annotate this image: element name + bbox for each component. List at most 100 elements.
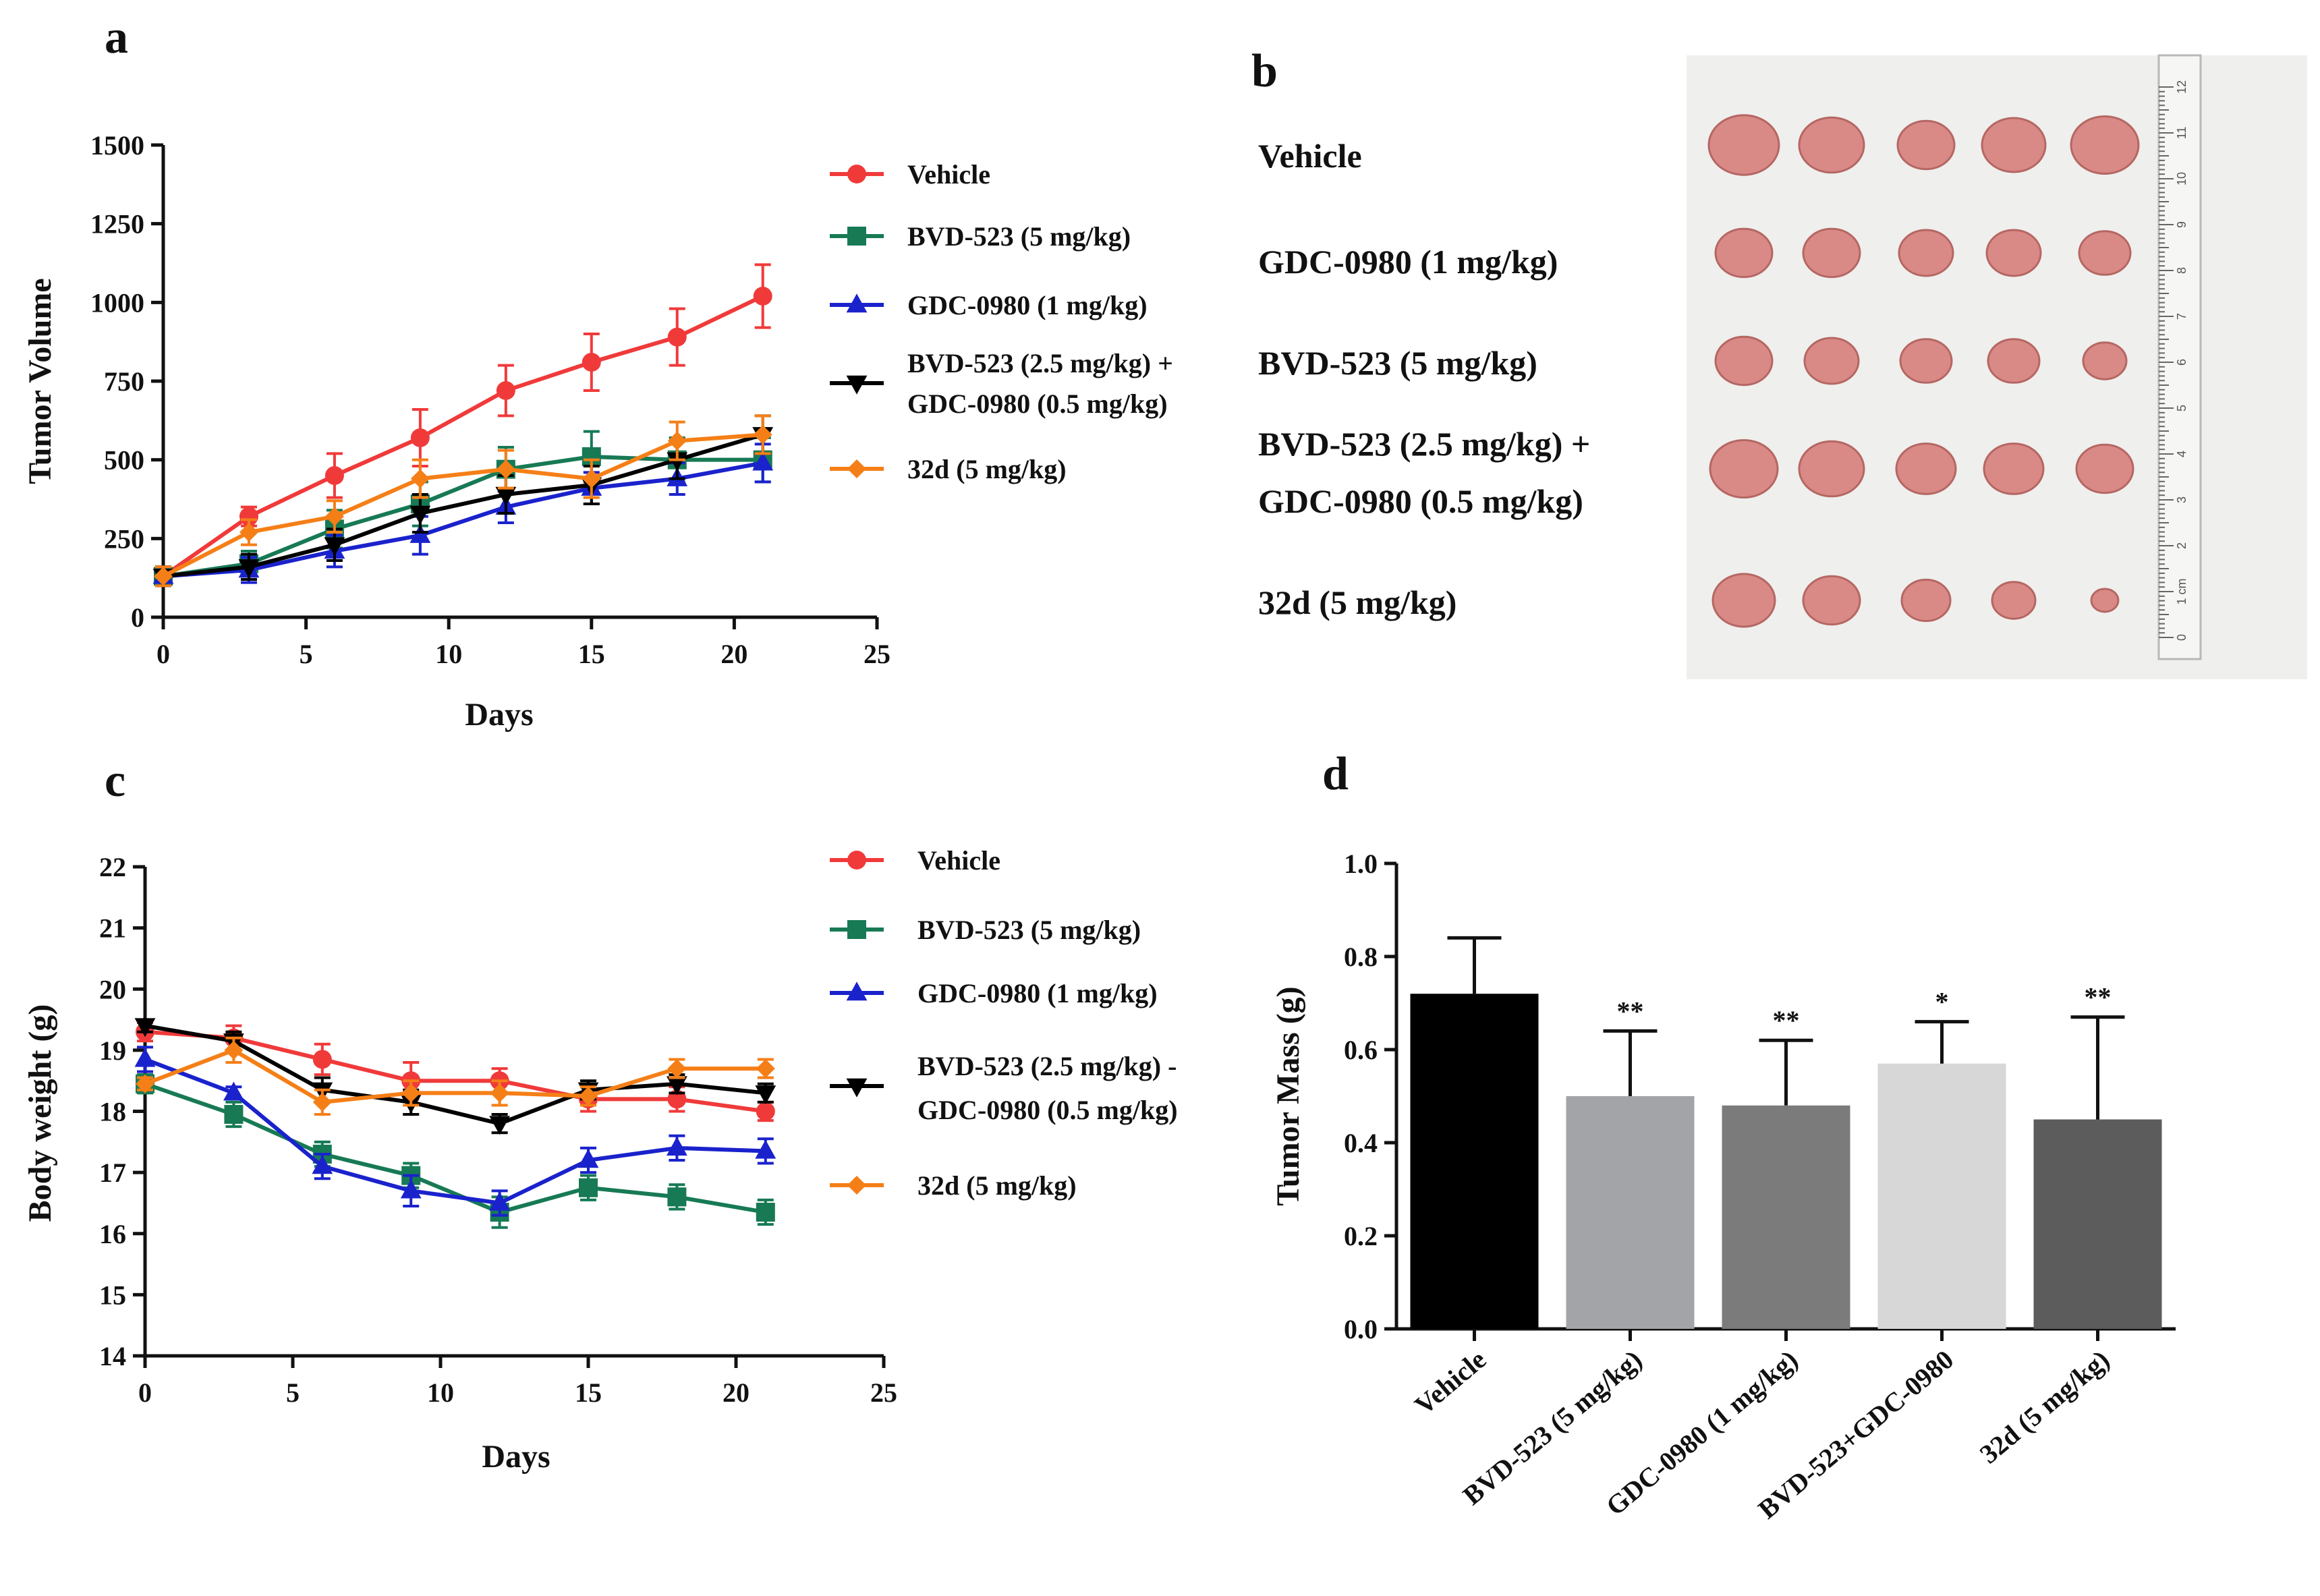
y-tick-label: 1500 <box>90 130 144 161</box>
ruler-label: 11 <box>2175 127 2188 140</box>
data-point-vehicle <box>756 1102 775 1121</box>
bar <box>1566 1096 1695 1329</box>
x-ticks: 0 5 10 15 20 25 <box>157 617 890 669</box>
legend-label-4: GDC-0980 (0.5 mg/kg) <box>917 1095 1178 1125</box>
x-axis-label: Days <box>465 697 533 733</box>
data-point-gdc <box>223 1081 244 1101</box>
x-tick-label: 25 <box>870 1377 897 1408</box>
series-line-combo <box>144 1023 766 1126</box>
x-tick-label: 10 <box>427 1377 454 1408</box>
bar <box>1877 1063 2006 1329</box>
data-point-d32 <box>579 1086 598 1106</box>
data-point-vehicle <box>667 327 687 347</box>
y-tick-label: 15 <box>99 1280 126 1310</box>
tumor-specimen <box>1985 229 2042 277</box>
tumor-specimen <box>1899 338 1953 384</box>
x-tick-label: 20 <box>720 639 747 669</box>
tumor-specimen <box>1798 440 1865 498</box>
ruler-label: 4 <box>2175 451 2188 457</box>
data-point-combo <box>667 452 688 472</box>
data-point-bvd <box>579 1178 598 1197</box>
tumor-specimen <box>1981 117 2047 173</box>
data-point-d32 <box>224 1040 244 1060</box>
legend-marker-vehicle <box>847 165 866 183</box>
x-tick-label: 5 <box>286 1377 300 1408</box>
tumor-specimen <box>1987 338 2041 384</box>
data-point-vehicle <box>582 353 601 372</box>
tumor-specimen <box>1711 573 1776 628</box>
legend-label-5: 32d (5 mg/kg) <box>907 454 1067 484</box>
legend-marker-gdc <box>846 981 868 1001</box>
tumor-specimen <box>1802 227 1861 279</box>
legend-marker-d32 <box>847 1176 866 1195</box>
ruler-label: 3 <box>2175 496 2188 503</box>
tumor-specimen <box>1802 575 1861 626</box>
data-point-vehicle <box>324 466 344 485</box>
series-d32 <box>154 414 772 588</box>
significance-label: ** <box>1617 996 1644 1026</box>
y-tick-label: 21 <box>99 913 126 944</box>
photo-label-vehicle: Vehicle <box>1258 137 1362 175</box>
ruler-labels: 0 1 cm 2 3 4 5 6 7 8 9 10 11 12 <box>2175 80 2188 641</box>
tumor-volume-chart: Days Tumor Volume 0 5 10 15 20 25 0 250 500 750 1… <box>22 130 1173 733</box>
data-point-gdc <box>752 451 774 471</box>
tumor-specimen <box>1898 229 1954 277</box>
x-axis-label: Days <box>482 1439 550 1475</box>
data-point-bvd <box>756 1203 775 1222</box>
photo-label-combo-line1: BVD-523 (2.5 mg/kg) + <box>1258 425 1590 463</box>
y-tick-label: 1000 <box>90 287 144 318</box>
data-point-gdc <box>755 1139 776 1159</box>
bar <box>1722 1105 1850 1329</box>
ruler-label: 10 <box>2175 172 2188 186</box>
body-weight-chart: Days Body weight (g) 0 5 10 15 20 25 14 15 16 17… <box>22 845 1178 1475</box>
series-vehicle <box>154 263 772 588</box>
bar <box>2033 1119 2162 1329</box>
photo-label-combo-line2: GDC-0980 (0.5 mg/kg) <box>1258 482 1583 520</box>
y-tick-label: 1250 <box>90 209 144 239</box>
data-point-d32 <box>753 425 772 445</box>
tumor-specimen <box>1896 119 1956 171</box>
series-gdc <box>134 1046 776 1217</box>
tumor-mass-chart: Tumor Mass (g) 0.0 0.2 0.4 0.6 0.8 1.0 Vehicl… <box>1270 849 2176 1524</box>
ruler-label: 0 <box>2175 634 2188 641</box>
y-tick-label: 0.0 <box>1344 1314 1378 1344</box>
data-point-d32 <box>490 1083 509 1103</box>
data-point-combo <box>324 537 345 557</box>
legend-label-1: BVD-523 (5 mg/kg) <box>907 221 1131 252</box>
series-line-gdc <box>163 461 764 579</box>
data-point-gdc <box>577 1149 599 1168</box>
data-point-gdc <box>312 1155 333 1174</box>
legend-marker-bvd <box>847 227 866 246</box>
x-ticks: 0 5 10 15 20 25 <box>138 1356 897 1408</box>
legend-marker-bvd <box>847 920 866 939</box>
data-point-vehicle <box>667 1089 687 1109</box>
data-point-vehicle <box>410 428 430 447</box>
x-tick-label: 0 <box>157 639 170 669</box>
series-line-d32 <box>144 1048 766 1104</box>
y-tick-label: 14 <box>99 1341 126 1371</box>
x-tick-label: 10 <box>435 639 462 669</box>
tumor-specimen <box>1714 227 1774 279</box>
photo-row-labels: Vehicle GDC-0980 (1 mg/kg) BVD-523 (5 mg… <box>1258 137 1590 621</box>
x-tick-label: 20 <box>723 1377 749 1408</box>
ruler-label: 7 <box>2175 313 2188 320</box>
y-tick-label: 500 <box>104 445 144 476</box>
y-axis-label: Tumor Mass (g) <box>1270 986 1306 1205</box>
tumor-specimen <box>1895 443 1957 495</box>
legend-marker-vehicle <box>847 851 866 870</box>
tumor-specimen <box>1709 439 1779 498</box>
data-point-combo <box>134 1018 156 1037</box>
data-point-combo <box>755 1085 776 1105</box>
tumor-specimen <box>2090 588 2120 613</box>
panel-b-letter: b <box>1251 45 1278 97</box>
y-tick-label: 16 <box>99 1219 126 1249</box>
tumor-specimen <box>2075 443 2134 494</box>
data-point-combo <box>489 1116 510 1135</box>
legend-label-0: Vehicle <box>907 159 990 190</box>
data-point-combo <box>409 505 431 525</box>
data-point-d32 <box>496 459 515 479</box>
legend-label-1: BVD-523 (5 mg/kg) <box>917 915 1141 945</box>
data-point-combo <box>495 486 517 506</box>
data-point-combo <box>238 559 260 579</box>
tumor-grid <box>1707 114 2140 628</box>
